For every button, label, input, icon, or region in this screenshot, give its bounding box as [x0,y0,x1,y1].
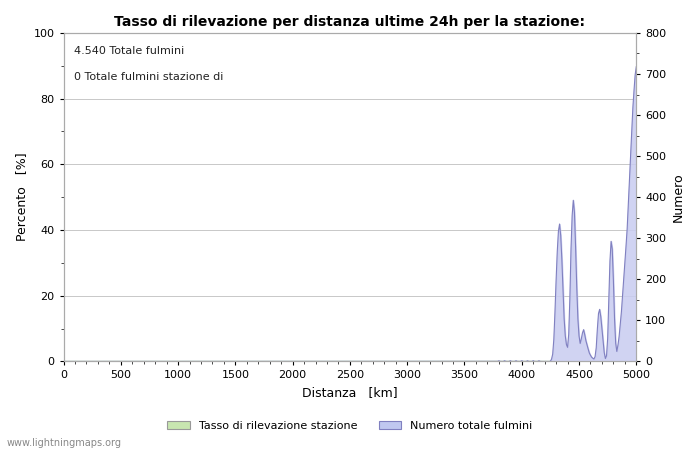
X-axis label: Distanza   [km]: Distanza [km] [302,386,398,399]
Legend: Tasso di rilevazione stazione, Numero totale fulmini: Tasso di rilevazione stazione, Numero to… [163,417,537,436]
Y-axis label: Numero: Numero [672,172,685,222]
Text: 4.540 Totale fulmini: 4.540 Totale fulmini [74,46,184,56]
Text: 0 Totale fulmini stazione di: 0 Totale fulmini stazione di [74,72,223,82]
Title: Tasso di rilevazione per distanza ultime 24h per la stazione:: Tasso di rilevazione per distanza ultime… [114,15,585,29]
Text: www.lightningmaps.org: www.lightningmaps.org [7,438,122,448]
Y-axis label: Percento   [%]: Percento [%] [15,153,28,242]
